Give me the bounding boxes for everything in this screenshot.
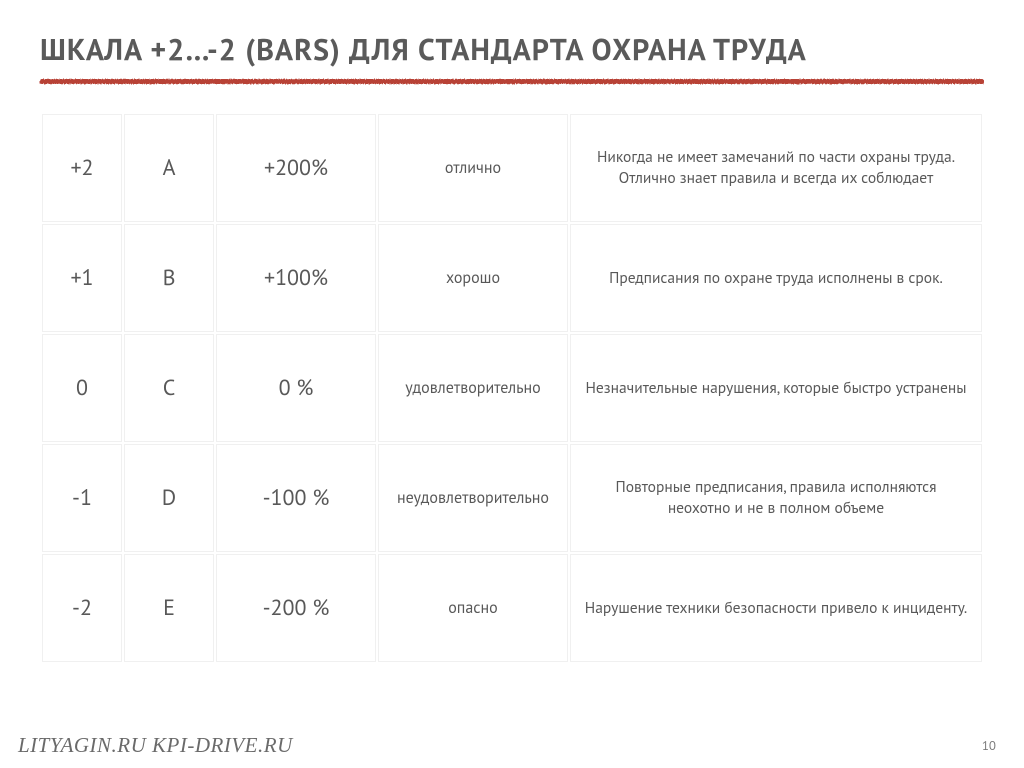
slide: ШКАЛА +2…-2 (BARS) ДЛЯ СТАНДАРТА ОХРАНА …	[0, 0, 1024, 768]
cell-desc: Нарушение техники безопасности привело к…	[570, 554, 982, 662]
table-row: 0 C 0 % удовлетворительно Незначительные…	[42, 334, 982, 442]
cell-pct: +200%	[216, 114, 376, 222]
cell-score: -1	[42, 444, 122, 552]
cell-grade: A	[124, 114, 214, 222]
cell-pct: 0 %	[216, 334, 376, 442]
cell-grade: C	[124, 334, 214, 442]
cell-score: -2	[42, 554, 122, 662]
cell-pct: -100 %	[216, 444, 376, 552]
cell-grade: E	[124, 554, 214, 662]
cell-label: хорошо	[378, 224, 568, 332]
footer-credits: LITYAGIN.RU KPI-DRIVE.RU	[18, 733, 293, 758]
table-row: -1 D -100 % неудовлетворительно Повторны…	[42, 444, 982, 552]
page-number: 10	[982, 737, 996, 754]
cell-desc: Повторные предписания, правила исполняют…	[570, 444, 982, 552]
cell-label: опасно	[378, 554, 568, 662]
bars-scale-table: +2 A +200% отлично Никогда не имеет заме…	[40, 112, 984, 664]
cell-label: отлично	[378, 114, 568, 222]
cell-desc: Предписания по охране труда исполнены в …	[570, 224, 982, 332]
cell-grade: B	[124, 224, 214, 332]
slide-title: ШКАЛА +2…-2 (BARS) ДЛЯ СТАНДАРТА ОХРАНА …	[40, 30, 984, 69]
cell-score: +2	[42, 114, 122, 222]
cell-score: 0	[42, 334, 122, 442]
cell-grade: D	[124, 444, 214, 552]
table-row: +1 B +100% хорошо Предписания по охране …	[42, 224, 982, 332]
table-row: +2 A +200% отлично Никогда не имеет заме…	[42, 114, 982, 222]
cell-score: +1	[42, 224, 122, 332]
cell-label: неудовлетворительно	[378, 444, 568, 552]
cell-label: удовлетворительно	[378, 334, 568, 442]
title-underline	[40, 79, 984, 84]
bars-scale-tbody: +2 A +200% отлично Никогда не имеет заме…	[42, 114, 982, 662]
cell-pct: +100%	[216, 224, 376, 332]
cell-pct: -200 %	[216, 554, 376, 662]
cell-desc: Незначительные нарушения, которые быстро…	[570, 334, 982, 442]
table-row: -2 E -200 % опасно Нарушение техники без…	[42, 554, 982, 662]
cell-desc: Никогда не имеет замечаний по части охра…	[570, 114, 982, 222]
